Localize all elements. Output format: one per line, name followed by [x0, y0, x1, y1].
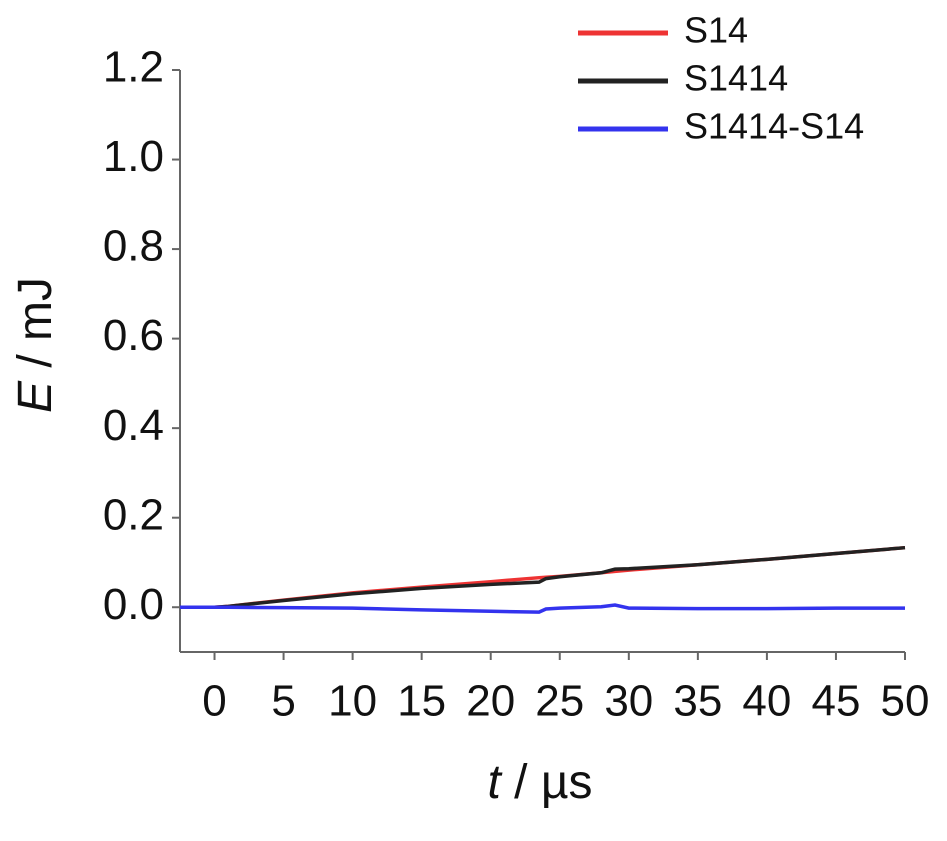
x-tick-label: 15: [397, 677, 446, 726]
x-tick-label: 45: [811, 677, 860, 726]
x-tick-label: 40: [742, 677, 791, 726]
x-label-symbol: t: [487, 756, 502, 809]
x-tick-label: 20: [466, 677, 515, 726]
legend-label: S14: [684, 10, 748, 51]
y-label-symbol: E: [9, 380, 62, 413]
y-tick-label: 1.0: [103, 132, 164, 181]
x-tick-label: 0: [202, 677, 226, 726]
y-tick-label: 0.4: [103, 401, 164, 450]
x-tick-label: 30: [604, 677, 653, 726]
x-label-unit: / µs: [514, 756, 592, 809]
x-axis-label: t / µs: [487, 756, 592, 809]
y-tick-label: 0.0: [103, 580, 164, 629]
legend-label: S1414-S14: [684, 106, 864, 147]
x-tick-label: 25: [535, 677, 584, 726]
x-tick-label: 5: [271, 677, 295, 726]
y-tick-label: 0.2: [103, 490, 164, 539]
series-line: [180, 545, 906, 609]
legend-label: S1414: [684, 58, 788, 99]
y-tick-label: 1.2: [103, 43, 164, 92]
series-line: [180, 603, 905, 614]
y-axis-label: E / mJ: [9, 277, 62, 413]
x-tick-label: 50: [881, 677, 930, 726]
y-tick-label: 0.6: [103, 311, 164, 360]
y-label-unit: / mJ: [9, 277, 62, 368]
y-tick-label: 0.8: [103, 222, 164, 271]
x-tick-label: 10: [328, 677, 377, 726]
x-tick-label: 35: [673, 677, 722, 726]
